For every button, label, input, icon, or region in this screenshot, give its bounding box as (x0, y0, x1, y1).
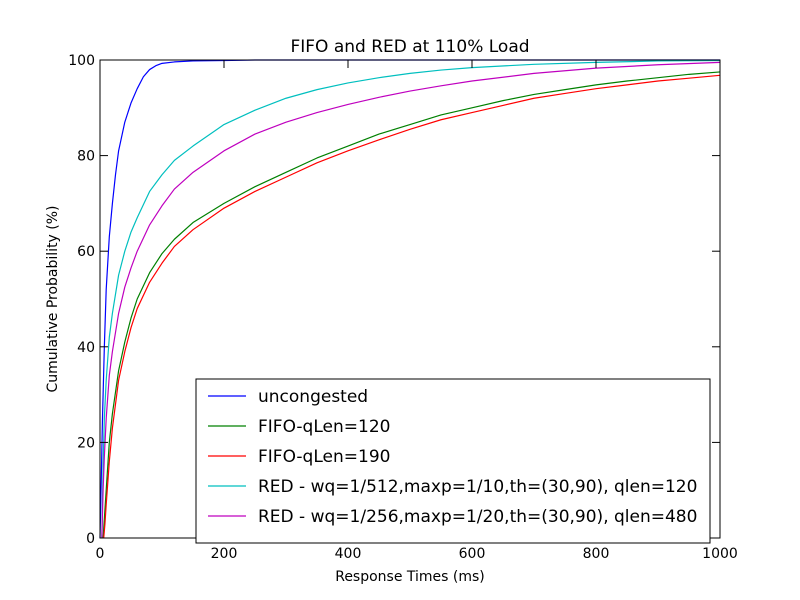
x-tick-label-4: 800 (583, 546, 610, 562)
legend-label-2: FIFO-qLen=190 (258, 447, 390, 467)
x-tick-label-3: 600 (459, 546, 486, 562)
y-axis-label: Cumulative Probability (%) (45, 205, 61, 392)
y-tick-label-1: 20 (77, 435, 95, 451)
x-tick-label-1: 200 (211, 546, 238, 562)
y-tick-label-5: 100 (68, 53, 95, 69)
legend-label-0: uncongested (258, 387, 368, 407)
series-line-1 (102, 71, 721, 539)
series-line-2 (103, 74, 721, 539)
legend-label-4: RED - wq=1/256,maxp=1/20,th=(30,90), qle… (258, 507, 697, 527)
legend-label-1: FIFO-qLen=120 (258, 417, 390, 437)
x-tick-label-5: 1000 (702, 546, 738, 562)
legend: uncongested FIFO-qLen=120 FIFO-qLen=190 RED… (195, 378, 711, 544)
y-tick-label-2: 40 (77, 340, 95, 356)
series-line-3 (101, 59, 721, 539)
legend-label-3: RED - wq=1/512,maxp=1/10,th=(30,90), qle… (258, 477, 697, 497)
series-layer (99, 59, 721, 539)
x-tick-label-2: 400 (335, 546, 362, 562)
x-tick-label-0: 0 (96, 546, 105, 562)
chart-title: FIFO and RED at 110% Load (290, 37, 529, 57)
ticks-layer: 0 200 400 600 800 1000 0 20 40 60 80 100 (68, 53, 738, 562)
series-line-4 (101, 61, 721, 539)
y-tick-label-0: 0 (86, 531, 95, 547)
x-axis-label: Response Times (ms) (335, 569, 485, 585)
legend-box (195, 378, 711, 544)
y-tick-label-3: 60 (77, 244, 95, 260)
series-line-0 (99, 59, 720, 539)
y-tick-label-4: 80 (77, 149, 95, 165)
